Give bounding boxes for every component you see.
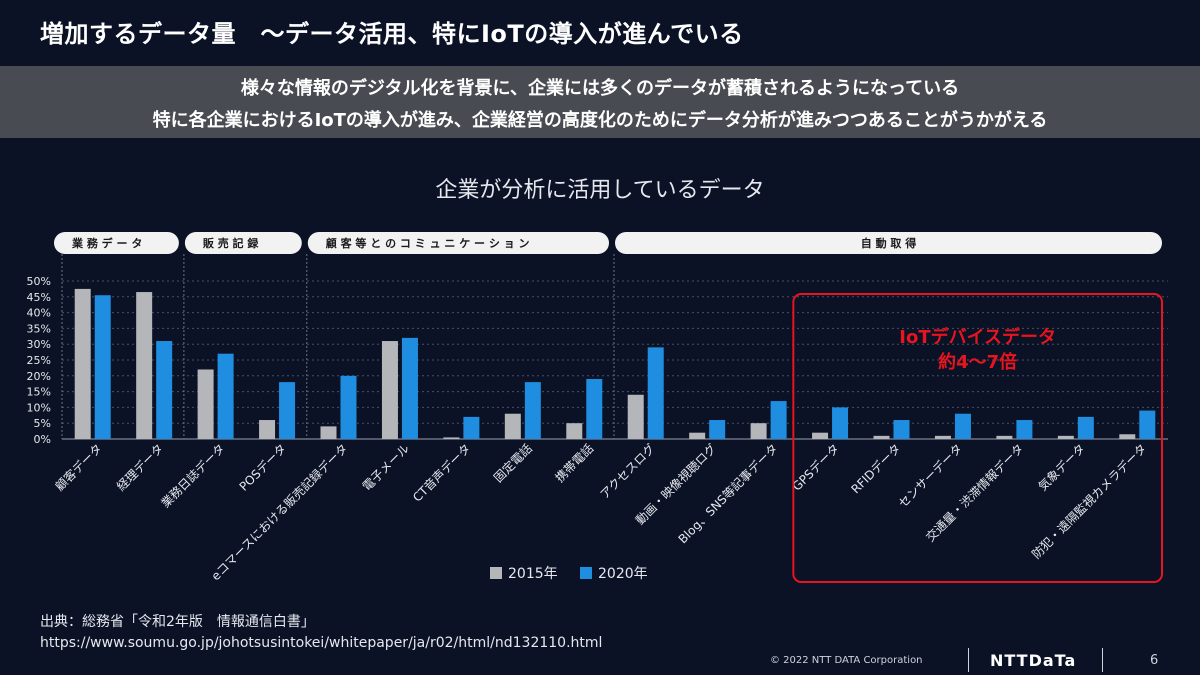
bar-2020年-8 (586, 378, 603, 439)
y-tick-label: 45% (27, 291, 51, 304)
bar-2015年-16 (1057, 435, 1074, 439)
y-tick-label: 25% (27, 354, 51, 367)
x-tick-label: GPSデータ (789, 441, 842, 494)
slide-title: 増加するデータ量 ～データ活用、特にIoTの導入が進んでいる (40, 20, 744, 48)
bar-2020年-2 (217, 353, 234, 439)
y-tick-label: 30% (27, 338, 51, 351)
bar-2020年-9 (647, 347, 664, 439)
bar-2015年-0 (74, 288, 91, 439)
banner-line-2: 特に各企業におけるIoTの導入が進み、企業経営の高度化のためにデータ分析が進みつ… (152, 110, 1048, 131)
x-tick-label: RFIDデータ (848, 441, 904, 497)
bar-2015年-10 (689, 432, 706, 439)
x-tick-label: 業務日誌データ (158, 441, 228, 511)
bar-2015年-5 (381, 341, 398, 439)
bar-2020年-17 (1139, 410, 1156, 439)
x-tick-label: 経理データ (113, 441, 166, 494)
footer-divider (968, 648, 969, 672)
banner-line-1: 様々な情報のデジタル化を背景に、企業には多くのデータが蓄積されるようになっている (240, 78, 960, 99)
bar-2020年-6 (463, 416, 480, 439)
bar-2015年-4 (320, 426, 337, 439)
highlight-annotation-text: IoTデバイスデータ (899, 326, 1056, 348)
bar-2015年-3 (259, 420, 276, 439)
group-header-label: 自 動 取 得 (861, 236, 917, 250)
bar-2015年-15 (996, 435, 1013, 439)
chart-title: 企業が分析に活用しているデータ (435, 178, 765, 203)
bar-2020年-4 (340, 375, 357, 439)
group-header-tab (184, 232, 302, 254)
bar-2020年-14 (954, 413, 971, 439)
legend-label: 2015年 (508, 566, 558, 582)
x-tick-label: Blog、SNS等記事データ (675, 441, 781, 547)
bar-2020年-16 (1077, 416, 1094, 439)
highlight-box (792, 293, 1163, 583)
legend-swatch (580, 567, 592, 579)
bar-2015年-6 (443, 437, 460, 439)
source-url: https://www.soumu.go.jp/johotsusintokei/… (40, 635, 603, 651)
y-tick-label: 10% (27, 401, 51, 414)
bar-2015年-1 (136, 292, 153, 439)
group-header-label: 顧 客 等 と の コ ミ ュ ニ ケ ー シ ョ ン (326, 236, 530, 250)
y-tick-label: 40% (27, 307, 51, 320)
group-header-tab (307, 232, 609, 254)
x-tick-label: CT音声データ (409, 441, 473, 505)
bar-2020年-13 (893, 420, 910, 439)
bar-2020年-10 (709, 420, 726, 439)
bar-2020年-7 (524, 382, 541, 439)
y-tick-label: 50% (27, 275, 51, 288)
bar-2015年-14 (934, 435, 951, 439)
footer-divider (1102, 648, 1103, 672)
x-tick-label: eコマースにおける販売記録データ (208, 441, 351, 584)
bar-2015年-8 (566, 423, 583, 439)
bar-2015年-2 (197, 369, 214, 439)
copyright-text: © 2022 NTT DATA Corporation (770, 655, 923, 666)
group-header-tab (615, 232, 1162, 254)
legend-label: 2020年 (598, 566, 648, 582)
source-label: 出典：総務省「令和2年版 情報通信白書」 (40, 614, 315, 630)
bar-2020年-3 (279, 382, 296, 439)
bar-2020年-11 (770, 401, 787, 439)
company-logo: NTTDaTa (990, 651, 1077, 670)
bar-2015年-17 (1119, 434, 1136, 439)
x-tick-label: 防犯・遠隔監視カメラデータ (1028, 441, 1149, 562)
bar-2015年-11 (750, 423, 767, 439)
x-tick-label: 固定電話 (490, 441, 535, 486)
legend-swatch (490, 567, 502, 579)
source-citation: 出典：総務省「令和2年版 情報通信白書」 https://www.soumu.g… (40, 612, 602, 654)
bar-2015年-9 (627, 394, 644, 439)
y-tick-label: 5% (34, 417, 51, 430)
bar-2020年-1 (156, 341, 173, 439)
y-tick-label: 35% (27, 322, 51, 335)
x-tick-label: アクセスログ (597, 441, 657, 501)
y-tick-label: 20% (27, 370, 51, 383)
x-tick-label: 携帯電話 (552, 441, 597, 486)
bar-2020年-15 (1016, 420, 1033, 439)
bar-2015年-7 (504, 413, 521, 439)
bar-2020年-5 (401, 337, 418, 439)
x-tick-label: POSデータ (236, 441, 289, 494)
y-tick-label: 0% (34, 433, 51, 446)
bar-2015年-13 (873, 435, 890, 439)
group-header-tab (54, 232, 179, 254)
x-tick-label: 気象データ (1035, 441, 1088, 494)
x-tick-label: 顧客データ (52, 441, 105, 494)
x-tick-label: 交通量・渋滞情報データ (923, 441, 1027, 545)
x-tick-label: 電子メール (360, 441, 412, 493)
y-tick-label: 15% (27, 386, 51, 399)
group-header-label: 業 務 デ ー タ (71, 236, 142, 250)
bar-2015年-12 (812, 432, 829, 439)
group-header-label: 販 売 記 録 (203, 236, 259, 250)
bar-2020年-0 (94, 295, 111, 439)
page-number: 6 (1150, 653, 1159, 668)
summary-banner: 様々な情報のデジタル化を背景に、企業には多くのデータが蓄積されるようになっている… (0, 66, 1200, 138)
bar-2020年-12 (832, 407, 849, 439)
x-tick-label: センサーデータ (895, 441, 965, 511)
highlight-annotation-text: 約4～7倍 (938, 351, 1017, 373)
